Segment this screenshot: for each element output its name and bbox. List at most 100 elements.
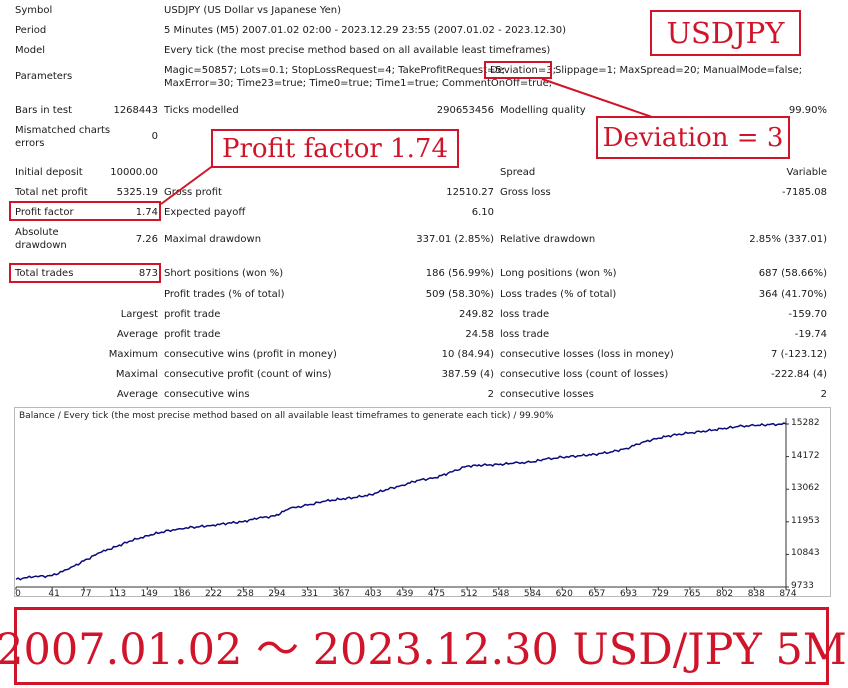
x-tick-label: 367 [332,589,350,599]
abs-drawdown-label-1: Absolute [15,227,59,238]
expected-payoff-label: Expected payoff [164,207,246,218]
x-tick-label: 439 [396,589,414,599]
x-tick-label: 693 [619,589,638,599]
x-tick-label: 802 [715,589,734,599]
balance-chart-frame [14,407,831,597]
average-label: Average [116,329,158,340]
abs-drawdown-label-2: drawdown [15,240,67,251]
abs-drawdown-value: 7.26 [135,234,158,245]
avg-consec-losses-label: consecutive losses [500,389,594,400]
max-consec-losses-label: consecutive losses (loss in money) [500,349,674,360]
largest-profit-value: 249.82 [459,309,494,320]
gross-loss-label: Gross loss [500,187,551,198]
x-tick-label: 331 [301,589,319,599]
maximal-label: Maximal [115,369,158,380]
deviation-highlight-box [484,61,552,79]
avg-consec-losses-value: 2 [820,389,827,400]
max-drawdown-value: 337.01 (2.85%) [416,234,494,245]
gross-profit-value: 12510.27 [446,187,494,198]
x-tick-label: 548 [492,589,510,599]
short-positions-label: Short positions (won %) [164,268,284,279]
x-tick-label: 729 [651,589,669,599]
loss-trades-value: 364 (41.70%) [758,289,827,300]
gross-loss-value: -7185.08 [782,187,827,198]
largest-loss-value: -159.70 [788,309,827,320]
x-tick-label: 113 [108,589,127,599]
average-loss-label: loss trade [500,329,550,340]
ticks-value: 290653456 [436,105,494,116]
expected-payoff-value: 6.10 [471,207,494,218]
max-drawdown-label: Maximal drawdown [164,234,262,245]
deviation-callout: Deviation = 3 [596,116,790,159]
spread-label: Spread [500,167,536,178]
x-tick-label: 475 [427,589,446,599]
parameters-deviation: Deviation=3; [490,65,556,76]
maximal-consec-profit-value: 387.59 (4) [441,369,494,380]
y-tick-label: 9733 [791,581,814,591]
maximum-label: Maximum [108,349,158,360]
average-profit-label: profit trade [164,329,221,340]
gross-profit-label: Gross profit [164,187,222,198]
mismatch-label-1: Mismatched charts [15,125,111,136]
symbol-label: Symbol [15,5,53,16]
symbol-value: USDJPY (US Dollar vs Japanese Yen) [164,5,342,16]
profit-factor-label: Profit factor [15,207,74,218]
quality-label: Modelling quality [500,105,586,116]
y-tick-label: 13062 [791,483,820,494]
avg-consec-wins-label: consecutive wins [164,389,250,400]
largest-label: Largest [120,309,158,320]
maximal-consec-loss-value: -222.84 (4) [771,369,827,380]
chart-title: Balance / Every tick (the most precise m… [19,411,554,421]
max-consec-wins-value: 10 (84.94) [441,349,494,360]
profit-factor-callout: Profit factor 1.74 [211,129,459,168]
largest-profit-label: profit trade [164,309,221,320]
maximal-consec-profit-label: consecutive profit (count of wins) [164,369,332,380]
period-value: 5 Minutes (M5) 2007.01.02 02:00 - 2023.1… [164,25,566,36]
x-tick-label: 874 [779,589,797,599]
bars-value: 1268443 [113,105,158,116]
x-tick-label: 41 [48,589,60,599]
rel-drawdown-label: Relative drawdown [500,234,596,245]
symbol-callout: USDJPY [650,10,801,56]
rel-drawdown-value: 2.85% (337.01) [749,234,827,245]
largest-loss-label: loss trade [500,309,550,320]
period-banner: 2007.01.02 ～ 2023.12.30 USD/JPY 5M [0,607,847,685]
net-profit-value: 5325.19 [116,187,158,198]
model-label: Model [15,45,46,56]
max-consec-losses-value: 7 (-123.12) [771,349,827,360]
x-tick-label: 258 [236,589,254,599]
parameters-line2: MaxError=30; Time23=true; Time0=true; Ti… [164,78,553,89]
period-label: Period [15,25,47,36]
loss-trades-label: Loss trades (% of total) [500,289,617,300]
deposit-label: Initial deposit [15,167,83,178]
y-tick-label: 11953 [791,515,820,526]
spread-value: Variable [786,167,828,178]
model-value: Every tick (the most precise method base… [164,45,551,56]
max-consec-wins-label: consecutive wins (profit in money) [164,349,337,360]
quality-value: 99.90% [788,105,827,116]
x-tick-label: 620 [555,589,573,599]
maximal-consec-loss-label: consecutive loss (count of losses) [500,369,669,380]
parameters-line1-c: Slippage=1; MaxSpread=20; ManualMode=fal… [555,65,803,76]
x-tick-label: 186 [173,589,191,599]
x-tick-label: 0 [15,589,21,599]
y-tick-label: 15282 [791,418,820,428]
long-positions-value: 687 (58.66%) [758,268,827,279]
x-tick-label: 657 [588,589,606,599]
y-tick-label: 10843 [791,548,820,559]
x-tick-label: 838 [747,589,765,599]
x-tick-label: 149 [140,589,158,599]
total-trades-highlight-box [9,263,161,283]
profit-factor-value: 1.74 [135,207,158,218]
avg-consec-wins-value: 2 [487,389,494,400]
total-trades-value: 873 [138,268,158,279]
x-tick-label: 765 [683,589,701,599]
average2-label: Average [116,389,158,400]
profit-factor-highlight-box [9,201,161,221]
x-tick-label: 584 [523,589,542,599]
total-trades-label: Total trades [15,268,74,279]
profit-trades-value: 509 (58.30%) [425,289,494,300]
bars-label: Bars in test [15,105,72,116]
short-positions-value: 186 (56.99%) [425,268,494,279]
parameters-label: Parameters [15,71,73,82]
